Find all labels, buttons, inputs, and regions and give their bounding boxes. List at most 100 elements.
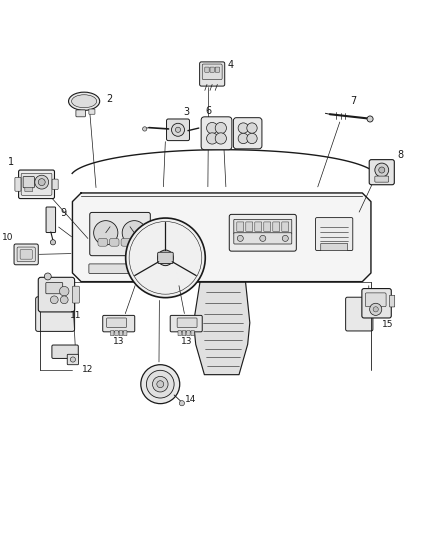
FancyBboxPatch shape [72,286,79,303]
FancyBboxPatch shape [191,330,194,336]
Text: 13: 13 [180,336,192,345]
Circle shape [215,133,226,144]
Text: 12: 12 [81,365,93,374]
Circle shape [146,370,174,398]
FancyBboxPatch shape [23,176,34,188]
Text: 14: 14 [185,395,197,404]
FancyBboxPatch shape [18,170,54,199]
Ellipse shape [69,92,100,110]
Circle shape [207,123,218,134]
Circle shape [175,127,180,132]
Circle shape [141,365,180,403]
FancyBboxPatch shape [215,67,219,72]
Circle shape [126,218,205,297]
FancyBboxPatch shape [90,213,150,256]
FancyBboxPatch shape [110,238,119,246]
Circle shape [179,401,184,406]
FancyBboxPatch shape [264,222,271,231]
Circle shape [60,286,69,296]
FancyBboxPatch shape [106,318,127,327]
FancyBboxPatch shape [115,330,118,336]
FancyBboxPatch shape [234,233,292,244]
FancyBboxPatch shape [76,110,85,117]
Polygon shape [72,193,371,281]
Circle shape [50,296,58,304]
FancyBboxPatch shape [25,187,33,192]
FancyBboxPatch shape [160,281,171,297]
FancyBboxPatch shape [282,222,289,231]
Circle shape [172,123,184,136]
FancyBboxPatch shape [178,330,181,336]
FancyBboxPatch shape [315,217,353,251]
Circle shape [379,167,385,173]
FancyBboxPatch shape [369,160,394,185]
FancyBboxPatch shape [21,173,52,195]
Circle shape [207,133,218,144]
FancyBboxPatch shape [187,330,190,336]
Text: 2: 2 [106,94,112,104]
FancyBboxPatch shape [233,118,262,149]
FancyBboxPatch shape [124,330,127,336]
FancyBboxPatch shape [20,249,32,259]
FancyBboxPatch shape [365,293,386,306]
FancyBboxPatch shape [98,238,107,246]
Circle shape [60,296,68,304]
Text: 9: 9 [60,208,67,219]
Circle shape [35,175,49,189]
FancyBboxPatch shape [200,62,225,86]
Circle shape [370,303,382,316]
FancyBboxPatch shape [166,119,190,141]
FancyBboxPatch shape [255,222,262,231]
FancyBboxPatch shape [121,238,131,246]
FancyBboxPatch shape [246,222,253,231]
Text: 1: 1 [8,157,14,167]
FancyBboxPatch shape [362,288,391,318]
FancyBboxPatch shape [202,64,222,79]
FancyBboxPatch shape [67,354,78,365]
Circle shape [50,240,56,245]
Circle shape [373,306,378,312]
Circle shape [238,123,248,133]
Text: 15: 15 [381,320,393,329]
Circle shape [122,221,146,245]
FancyBboxPatch shape [119,330,123,336]
FancyBboxPatch shape [133,238,142,246]
FancyBboxPatch shape [52,179,58,190]
FancyBboxPatch shape [346,297,373,331]
FancyBboxPatch shape [52,345,78,358]
FancyBboxPatch shape [273,222,280,231]
FancyBboxPatch shape [14,244,38,265]
FancyBboxPatch shape [17,247,35,262]
FancyBboxPatch shape [234,220,292,234]
Text: 3: 3 [184,107,190,117]
Circle shape [237,236,244,241]
FancyBboxPatch shape [89,109,95,114]
FancyBboxPatch shape [389,295,395,307]
FancyBboxPatch shape [170,316,202,332]
Circle shape [142,127,147,131]
FancyBboxPatch shape [103,316,135,332]
Ellipse shape [71,95,97,108]
Circle shape [70,357,75,362]
Text: 11: 11 [70,311,81,320]
Text: 6: 6 [205,106,212,116]
Circle shape [158,250,173,265]
Text: 7: 7 [350,96,357,107]
Circle shape [152,376,168,392]
FancyBboxPatch shape [46,282,63,294]
FancyBboxPatch shape [38,277,74,312]
Text: 10: 10 [2,233,13,243]
FancyBboxPatch shape [177,318,197,327]
Circle shape [282,236,288,241]
FancyBboxPatch shape [89,264,151,273]
FancyBboxPatch shape [110,330,114,336]
FancyBboxPatch shape [321,244,348,251]
FancyBboxPatch shape [210,67,214,72]
Text: 13: 13 [113,336,124,345]
FancyBboxPatch shape [46,207,56,232]
Text: 4: 4 [227,60,233,70]
FancyBboxPatch shape [229,214,297,251]
FancyBboxPatch shape [182,330,186,336]
FancyBboxPatch shape [158,252,173,263]
Circle shape [215,123,226,134]
